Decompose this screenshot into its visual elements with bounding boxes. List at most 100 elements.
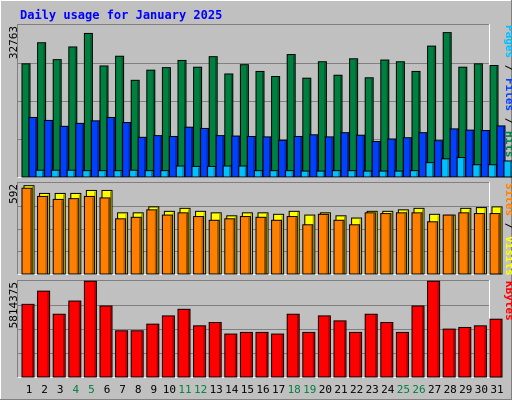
bar-sites-day-26 [411, 212, 423, 275]
bar-pages-day-11 [191, 165, 201, 178]
x-tick-day-26: 26 [412, 383, 425, 396]
bar-pages-day-17 [285, 170, 295, 178]
x-tick-day-22: 22 [350, 383, 363, 396]
bar-pages-day-12 [207, 165, 217, 178]
bar-kbytes-day-31 [489, 318, 503, 378]
bar-sites-day-8 [130, 216, 142, 275]
bar-files-day-3 [59, 125, 69, 178]
bar-files-day-22 [356, 134, 366, 178]
bar-kbytes-day-24 [380, 322, 394, 378]
bar-files-day-16 [262, 136, 272, 178]
bar-pages-day-29 [472, 164, 482, 178]
x-tick-day-10: 10 [163, 383, 176, 396]
bar-kbytes-day-2 [37, 290, 51, 378]
bar-files-day-13 [215, 135, 225, 178]
label-hits: Hits [503, 131, 512, 158]
x-tick-day-7: 7 [119, 383, 126, 396]
label-separator: / [503, 58, 512, 78]
bar-files-day-9 [153, 135, 163, 178]
bar-files-day-10 [168, 135, 178, 178]
bar-pages-day-25 [409, 170, 419, 178]
bar-pages-day-20 [331, 170, 341, 178]
bar-kbytes-day-8 [130, 330, 144, 378]
bar-files-day-4 [75, 122, 85, 178]
bar-sites-day-16 [255, 216, 267, 275]
bar-sites-day-21 [333, 219, 345, 275]
x-tick-day-24: 24 [381, 383, 395, 396]
x-tick-day-28: 28 [444, 383, 457, 396]
bar-files-day-11 [184, 126, 194, 178]
bar-kbytes-day-17 [271, 333, 285, 378]
bar-sites-day-19 [302, 224, 314, 275]
bar-kbytes-day-1 [21, 303, 35, 378]
bar-sites-day-11 [177, 212, 189, 275]
chart-title: Daily usage for January 2025 [20, 8, 222, 22]
bar-pages-day-18 [300, 170, 310, 178]
chart-panels: 32763 Pages / Files / Hits 592 Sites / Visi… [7, 24, 512, 378]
bar-sites-day-28 [442, 214, 454, 275]
bar-pages-day-3 [66, 169, 76, 178]
bar-files-day-23 [371, 141, 381, 178]
panel-3: 5814375 KBytes [7, 280, 512, 378]
label-sites: Sites [503, 183, 512, 216]
bar-pages-day-10 [175, 165, 185, 178]
bar-sites-day-24 [380, 213, 392, 275]
label-visits: Visits [503, 236, 512, 276]
bar-sites-day-30 [473, 213, 485, 275]
bar-kbytes-day-10 [161, 315, 175, 378]
x-tick-day-3: 3 [57, 383, 64, 396]
label-pages: Pages [503, 25, 512, 58]
bar-kbytes-day-6 [99, 305, 113, 378]
bar-kbytes-day-13 [208, 322, 222, 378]
x-tick-day-17: 17 [272, 383, 285, 396]
y-axis-max-label: 592 [7, 184, 20, 204]
bar-sites-day-3 [52, 198, 64, 275]
bar-kbytes-day-20 [317, 315, 331, 378]
bar-files-day-7 [122, 122, 132, 178]
bar-pages-day-16 [269, 170, 279, 178]
bar-pages-day-7 [129, 169, 139, 178]
bar-pages-day-5 [97, 170, 107, 178]
bar-kbytes-day-18 [286, 313, 300, 378]
bar-pages-day-1 [35, 169, 45, 178]
x-tick-day-16: 16 [256, 383, 269, 396]
bar-pages-day-2 [51, 169, 61, 178]
bar-pages-day-23 [378, 170, 388, 178]
label-files: Files [503, 78, 512, 111]
bar-kbytes-day-22 [349, 331, 363, 378]
bar-kbytes-day-30 [473, 325, 487, 378]
bar-files-day-25 [402, 137, 412, 178]
x-axis-labels: 1 2 3 4 5 6 7 8 9 10 11 12 13 14 15 16 17 18 19 20 21 22 23 24 2… [26, 383, 504, 396]
bar-sites-day-22 [349, 224, 361, 275]
bar-files-day-24 [387, 138, 397, 178]
bar-sites-day-13 [208, 219, 220, 275]
bar-sites-day-17 [271, 219, 283, 275]
series-files [28, 116, 506, 178]
bar-pages-day-14 [238, 165, 248, 178]
bar-pages-day-30 [487, 164, 497, 178]
x-tick-day-14: 14 [225, 383, 239, 396]
bar-kbytes-day-4 [68, 300, 82, 378]
bar-sites-day-7 [115, 218, 127, 275]
bar-pages-day-8 [144, 170, 154, 178]
plot-border-shadow [17, 280, 490, 378]
bar-kbytes-day-11 [177, 308, 191, 378]
bar-kbytes-day-12 [193, 325, 207, 378]
bar-sites-day-4 [68, 198, 80, 275]
x-tick-day-19: 19 [303, 383, 316, 396]
bar-pages-day-28 [456, 157, 466, 178]
bar-files-day-29 [465, 129, 475, 178]
bar-sites-day-9 [146, 209, 158, 275]
y-axis-max-label: 32763 [7, 26, 20, 59]
bar-kbytes-day-16 [255, 331, 269, 378]
bar-sites-day-31 [489, 213, 501, 275]
x-tick-day-30: 30 [475, 383, 488, 396]
x-tick-day-11: 11 [178, 383, 191, 396]
bar-kbytes-day-26 [411, 305, 425, 378]
x-tick-day-23: 23 [366, 383, 379, 396]
bar-pages-day-19 [316, 170, 326, 178]
x-tick-day-21: 21 [334, 383, 347, 396]
bar-pages-day-31 [503, 160, 512, 178]
bar-kbytes-day-9 [146, 323, 160, 378]
